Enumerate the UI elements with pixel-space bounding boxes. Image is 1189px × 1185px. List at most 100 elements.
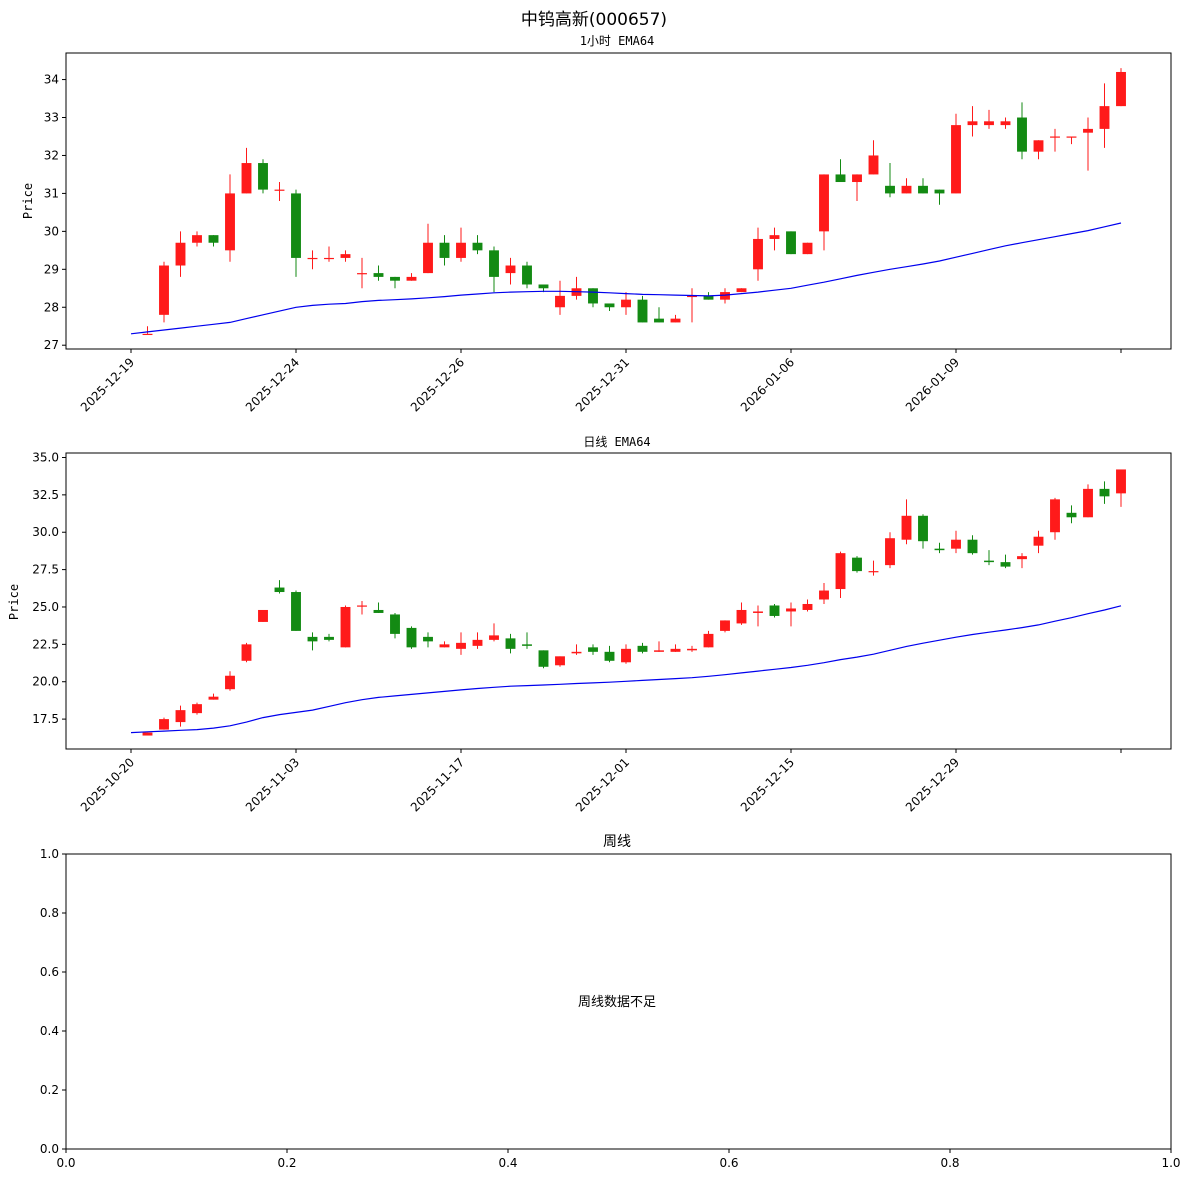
hourly-candle-body xyxy=(835,174,846,183)
hourly-xtick-label: 2026-01-06 xyxy=(738,355,797,414)
weekly-ytick-label: 0.8 xyxy=(40,906,59,920)
daily-xtick-label: 2025-11-03 xyxy=(243,755,302,814)
daily-candle-body xyxy=(241,644,252,661)
hourly-candle-body xyxy=(357,273,367,275)
hourly-candle-body xyxy=(621,299,631,308)
weekly-xtick-label: 0.6 xyxy=(719,1156,738,1170)
weekly-ytick-label: 0.2 xyxy=(40,1083,59,1097)
weekly-axes-frame xyxy=(65,853,1172,1150)
hourly-candles xyxy=(130,68,1126,336)
daily-candle-body xyxy=(1099,488,1110,497)
hourly-candle-body xyxy=(489,250,499,277)
hourly-candle-body xyxy=(951,125,961,194)
hourly-candle-body xyxy=(555,295,565,308)
hourly-candle-body xyxy=(208,235,219,243)
panel-weekly: 周线 0.0 0.2 0.4 0.6 0.8 1.00.00.20.40.60.81.0 … xyxy=(40,834,1181,1170)
hourly-candle-body xyxy=(687,295,697,298)
daily-candle-body xyxy=(588,647,598,652)
daily-candle-body xyxy=(769,605,780,616)
hourly-candle-body xyxy=(588,288,598,304)
daily-candle-body xyxy=(324,636,334,640)
daily-candle-body xyxy=(1066,512,1077,518)
daily-ytick-label: 35.0 xyxy=(32,450,59,464)
daily-ema-line xyxy=(130,605,1122,734)
daily-ylabel: Price xyxy=(7,584,21,620)
hourly-candle-body xyxy=(720,292,730,300)
daily-candle-body xyxy=(423,636,433,642)
hourly-candle-body xyxy=(654,318,664,323)
hourly-candle-body xyxy=(373,273,384,277)
daily-candle-body xyxy=(406,627,417,648)
hourly-candle-body xyxy=(456,242,466,258)
hourly-candle-body xyxy=(307,257,318,260)
hourly-candle-body xyxy=(1083,128,1093,133)
daily-candle-body xyxy=(1050,499,1060,533)
daily-candle-body xyxy=(984,560,994,563)
hourly-candle-body xyxy=(802,242,813,255)
hourly-xtick-label: 2025-12-19 xyxy=(78,355,137,414)
daily-candle-body xyxy=(604,651,615,661)
daily-candle-body xyxy=(274,587,285,593)
weekly-title: 周线 xyxy=(603,834,631,850)
daily-candle-body xyxy=(951,539,961,549)
hourly-ytick-label: 28 xyxy=(44,300,59,314)
daily-candle-body xyxy=(307,636,318,642)
hourly-candle-body xyxy=(225,193,235,251)
weekly-ytick-label: 0.0 xyxy=(40,1142,59,1156)
daily-candle-body xyxy=(472,639,483,646)
hourly-candle-body xyxy=(1050,136,1060,138)
hourly-candle-body xyxy=(274,189,285,191)
hourly-candle-body xyxy=(1000,121,1011,126)
weekly-ytick-label: 0.4 xyxy=(40,1024,59,1038)
hourly-candle-body xyxy=(967,121,978,126)
hourly-candle-body xyxy=(291,193,301,258)
daily-candle-body xyxy=(357,605,367,607)
hourly-candle-body xyxy=(390,276,400,281)
hourly-candle-body xyxy=(505,265,516,274)
daily-xtick-label: 2025-12-01 xyxy=(573,755,632,814)
daily-candle-body xyxy=(456,642,466,649)
weekly-xtick-label: 0.4 xyxy=(498,1156,517,1170)
hourly-candle-body xyxy=(670,318,681,323)
daily-candle-body xyxy=(159,719,169,730)
daily-candle-body xyxy=(555,656,565,666)
daily-axes-frame xyxy=(65,452,1172,750)
figure-suptitle: 中钨高新(000657) xyxy=(521,10,667,30)
daily-xtick-label: 2025-10-20 xyxy=(78,755,137,814)
daily-xtick-label: 2025-12-29 xyxy=(903,755,962,814)
daily-ytick-label: 20.0 xyxy=(32,675,59,689)
hourly-candle-body xyxy=(472,242,483,251)
daily-candle-body xyxy=(373,609,384,613)
daily-candle-body xyxy=(175,710,186,723)
hourly-candle-body xyxy=(340,254,351,258)
hourly-candle-body xyxy=(885,185,895,194)
daily-candle-body xyxy=(852,557,862,572)
hourly-candle-body xyxy=(769,235,780,239)
daily-candle-body xyxy=(538,650,549,667)
hourly-ytick-label: 34 xyxy=(44,73,59,87)
hourly-candle-body xyxy=(406,276,417,281)
hourly-candle-body xyxy=(1017,117,1027,152)
daily-candle-body xyxy=(142,732,153,736)
daily-candle-body xyxy=(835,553,846,590)
hourly-candle-body xyxy=(439,242,450,258)
hourly-candle-body xyxy=(175,242,186,266)
hourly-axes-frame xyxy=(65,52,1172,350)
weekly-ytick-label: 0.6 xyxy=(40,965,59,979)
hourly-xtick-label: 2025-12-26 xyxy=(408,355,467,414)
hourly-candle-body xyxy=(1033,140,1044,152)
hourly-candle-body xyxy=(786,231,796,255)
hourly-candle-body xyxy=(852,174,862,183)
daily-candle-body xyxy=(340,606,351,648)
daily-candle-body xyxy=(918,515,928,542)
hourly-candle-body xyxy=(192,235,202,243)
daily-candle-body xyxy=(390,614,400,634)
daily-candle-body xyxy=(291,592,301,631)
daily-candle-body xyxy=(703,633,714,648)
hourly-ytick-label: 32 xyxy=(44,148,59,162)
weekly-xtick-label: 1.0 xyxy=(1161,1156,1180,1170)
hourly-candle-body xyxy=(159,265,169,315)
daily-candle-body xyxy=(489,635,499,640)
daily-ytick-label: 22.5 xyxy=(32,637,59,651)
